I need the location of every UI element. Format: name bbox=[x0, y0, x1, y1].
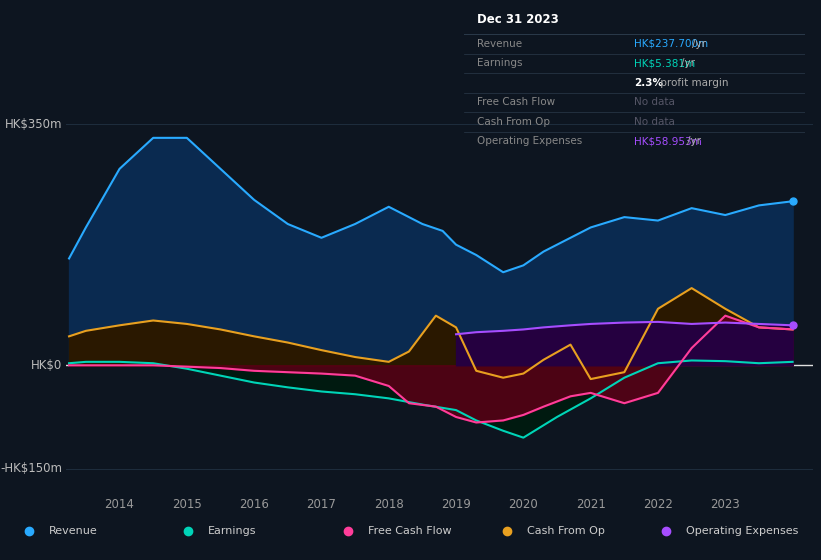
Text: /yr: /yr bbox=[692, 39, 706, 49]
Text: HK$0: HK$0 bbox=[30, 359, 62, 372]
Text: -HK$150m: -HK$150m bbox=[0, 462, 62, 475]
Text: HK$237.700m: HK$237.700m bbox=[635, 39, 709, 49]
Text: Free Cash Flow: Free Cash Flow bbox=[368, 526, 452, 535]
Text: HK$5.381m: HK$5.381m bbox=[635, 58, 695, 68]
Text: Earnings: Earnings bbox=[209, 526, 257, 535]
Text: Operating Expenses: Operating Expenses bbox=[478, 137, 583, 147]
Text: Dec 31 2023: Dec 31 2023 bbox=[478, 13, 559, 26]
Text: No data: No data bbox=[635, 117, 675, 127]
Text: HK$350m: HK$350m bbox=[4, 118, 62, 130]
Text: Revenue: Revenue bbox=[49, 526, 98, 535]
Text: No data: No data bbox=[635, 97, 675, 108]
Text: Cash From Op: Cash From Op bbox=[478, 117, 551, 127]
Text: Cash From Op: Cash From Op bbox=[527, 526, 605, 535]
Text: Earnings: Earnings bbox=[478, 58, 523, 68]
Text: Revenue: Revenue bbox=[478, 39, 523, 49]
Text: Free Cash Flow: Free Cash Flow bbox=[478, 97, 556, 108]
Text: 2.3%: 2.3% bbox=[635, 78, 663, 88]
Text: /yr: /yr bbox=[686, 137, 700, 147]
Text: /yr: /yr bbox=[681, 58, 695, 68]
Text: profit margin: profit margin bbox=[657, 78, 728, 88]
Text: Operating Expenses: Operating Expenses bbox=[686, 526, 799, 535]
Text: HK$58.953m: HK$58.953m bbox=[635, 137, 702, 147]
